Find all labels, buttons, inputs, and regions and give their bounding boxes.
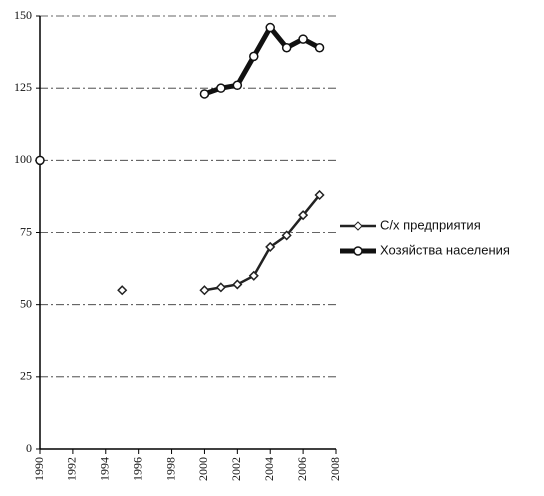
legend-label: Хозяйства населения [380, 242, 510, 257]
x-tick-label: 2006 [295, 457, 309, 481]
y-tick-label: 50 [20, 296, 32, 310]
y-tick-label: 75 [20, 224, 32, 238]
y-tick-label: 150 [14, 8, 32, 22]
legend-label: С/х предприятия [380, 217, 481, 232]
x-tick-label: 1994 [98, 457, 112, 481]
legend-marker [353, 221, 363, 231]
marker [216, 83, 226, 93]
x-tick-label: 1996 [130, 457, 144, 481]
y-tick-label: 100 [14, 152, 32, 166]
marker [199, 89, 210, 99]
x-tick-label: 2002 [229, 457, 243, 481]
marker [215, 282, 226, 293]
x-tick-label: 2008 [328, 457, 342, 481]
marker [249, 51, 259, 62]
marker [298, 34, 308, 44]
y-tick-label: 0 [26, 441, 32, 455]
marker [281, 230, 292, 241]
marker [248, 270, 259, 281]
x-tick-label: 1998 [163, 457, 177, 481]
marker [314, 189, 325, 201]
marker [232, 279, 243, 290]
y-tick-label: 125 [14, 80, 32, 94]
x-tick-label: 1990 [32, 457, 46, 481]
marker [199, 285, 210, 296]
marker [265, 22, 275, 33]
marker [117, 285, 128, 296]
marker [298, 210, 309, 221]
marker [281, 43, 292, 53]
marker [35, 155, 45, 166]
marker [314, 43, 325, 53]
x-tick-label: 2004 [262, 457, 276, 481]
y-tick-label: 25 [20, 369, 32, 383]
series-line [204, 194, 321, 292]
marker [232, 80, 243, 91]
x-tick-label: 1992 [65, 457, 79, 481]
legend-marker [353, 246, 363, 256]
marker [265, 241, 276, 252]
x-tick-label: 2000 [196, 457, 210, 481]
